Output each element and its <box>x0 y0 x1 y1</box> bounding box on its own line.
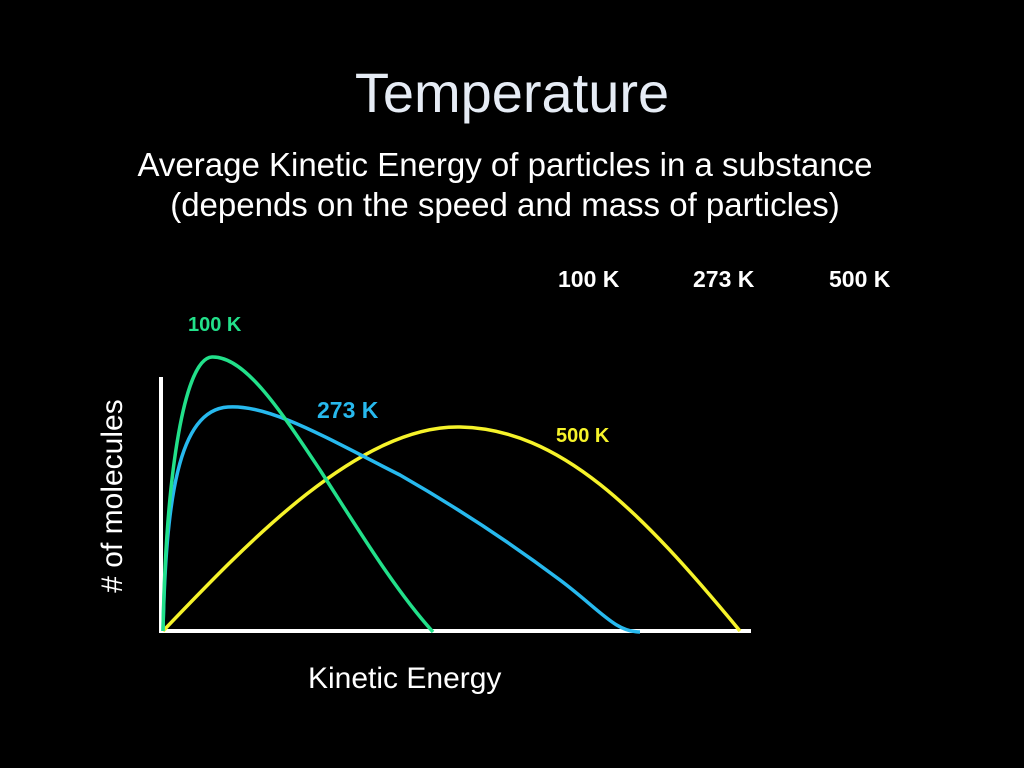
header-temperature-273k: 273 K <box>693 266 755 292</box>
slide-title: Temperature <box>354 61 670 124</box>
curve-label-100k: 100 K <box>188 314 242 336</box>
x-axis-label: Kinetic Energy <box>308 662 502 695</box>
header-temperature-500k: 500 K <box>829 266 891 292</box>
curve-500k <box>161 425 742 633</box>
header-temperature-100k: 100 K <box>558 266 620 292</box>
subtitle-line-1: Average Kinetic Energy of particles in a… <box>137 146 873 183</box>
curve-label-273k: 273 K <box>317 397 379 423</box>
curve-label-500k: 500 K <box>556 425 610 447</box>
curve-273k <box>161 405 641 634</box>
y-axis-label: # of molecules <box>96 399 129 593</box>
subtitle-line-2: (depends on the speed and mass of partic… <box>170 186 840 223</box>
curve-100k <box>161 355 435 634</box>
